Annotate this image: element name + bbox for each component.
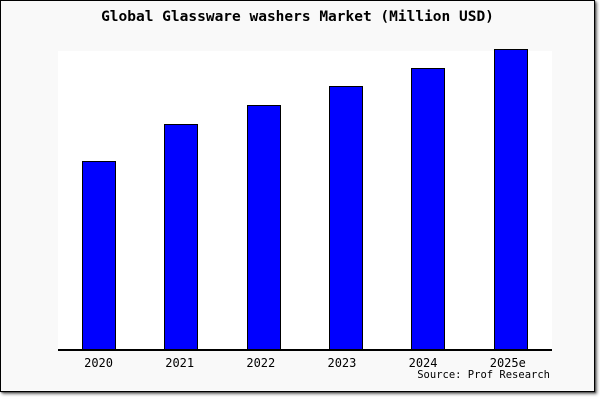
- plot-area: [58, 49, 552, 351]
- x-tick-2021: 2021: [165, 356, 195, 370]
- bar-2024: [411, 68, 446, 349]
- x-tick-2024: 2024: [408, 356, 438, 370]
- chart-figure: Global Glassware washers Market (Million…: [0, 0, 595, 392]
- bar-2025e: [493, 49, 528, 349]
- bar-2022: [246, 105, 281, 349]
- chart-title: Global Glassware washers Market (Million…: [101, 9, 494, 25]
- bar-2020: [82, 161, 117, 349]
- x-axis-tick-labels: 2020 2021 2022 2023 2024 2025e: [58, 357, 552, 369]
- x-tick-2020: 2020: [84, 356, 114, 370]
- x-tick-2023: 2023: [327, 356, 357, 370]
- bar-2021: [164, 124, 199, 349]
- x-tick-2025e: 2025e: [489, 356, 526, 370]
- source-attribution: Source: Prof Research: [417, 369, 550, 381]
- x-tick-2022: 2022: [246, 356, 276, 370]
- bar-2023: [329, 86, 364, 349]
